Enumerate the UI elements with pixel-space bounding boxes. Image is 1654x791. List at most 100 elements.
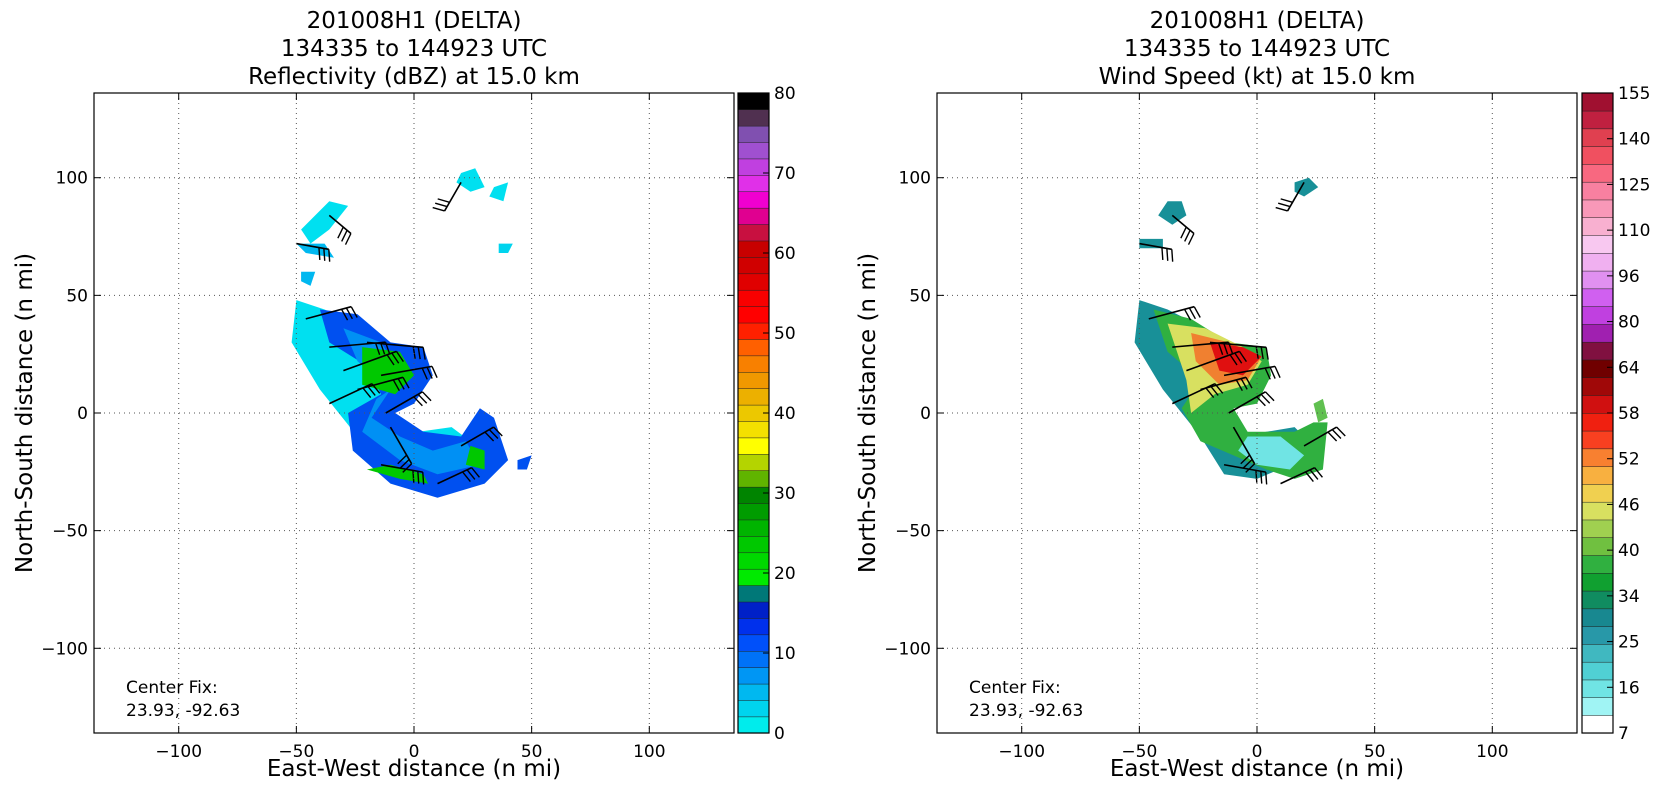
y-tick-label: 50 — [66, 286, 88, 306]
colorbar-tick-label: 25 — [1618, 633, 1640, 653]
colorbar-tick-label: 125 — [1618, 175, 1650, 195]
data-region — [498, 243, 513, 253]
colorbar-segment — [737, 519, 770, 537]
colorbar-segment — [1581, 590, 1614, 610]
y-tick-label: 50 — [909, 286, 931, 306]
y-tick-label: 100 — [899, 169, 931, 189]
y-tick-label: −50 — [895, 522, 931, 542]
data-region — [366, 464, 429, 484]
x-tick-label: −50 — [278, 742, 314, 762]
colorbar-segment — [1581, 270, 1614, 290]
colorbar-segment — [737, 568, 770, 586]
wind-barb — [389, 426, 413, 473]
colorbar-segment — [1581, 679, 1614, 698]
colorbar-tick-label: 50 — [774, 324, 796, 344]
colorbar-segment — [737, 453, 770, 471]
colorbar-segment — [737, 224, 770, 242]
wind-barb — [1171, 214, 1195, 245]
colorbar-tick-label: 80 — [1618, 313, 1640, 333]
colorbar-segment — [737, 109, 770, 127]
colorbar-segment — [737, 535, 770, 554]
wind-barb — [1228, 391, 1275, 414]
colorbar-segment — [737, 699, 770, 718]
wind-barb — [1232, 426, 1256, 473]
colorbar-tick-label: 140 — [1618, 130, 1650, 150]
colorbar-segment — [1581, 199, 1614, 218]
colorbar-segment — [737, 486, 770, 504]
colorbar-segment — [737, 306, 770, 324]
wind-barb — [1186, 350, 1247, 372]
data-region — [1294, 177, 1319, 197]
colorbar-segment — [1581, 110, 1614, 130]
colorbar-segment — [737, 503, 770, 521]
colorbar-segment — [737, 585, 770, 603]
colorbar-segment — [737, 338, 770, 357]
data-region — [301, 201, 349, 244]
colorbar-segment — [1581, 146, 1614, 165]
colorbar-tick-label: 58 — [1618, 404, 1640, 424]
y-tick-label: 0 — [920, 404, 931, 424]
colorbar-tick-label: 60 — [774, 244, 796, 264]
chart-panel-2: 201008H1 (DELTA)134335 to 144923 UTCWind… — [855, 8, 1650, 782]
y-tick-label: 0 — [77, 404, 88, 424]
colorbar-segment — [1581, 163, 1614, 183]
colorbar-segment — [737, 355, 770, 373]
wind-barb — [1275, 182, 1305, 212]
colorbar-tick-label: 20 — [774, 564, 796, 584]
colorbar-segment — [1581, 252, 1614, 272]
wind-barb — [296, 242, 331, 262]
x-axis-label: East-West distance (n mi) — [1110, 756, 1404, 782]
colorbar-tick-label: 16 — [1618, 678, 1640, 698]
center-fix-annotation: Center Fix: — [126, 678, 218, 698]
colorbar-segment — [737, 601, 770, 619]
colorbar-segment — [737, 92, 770, 110]
plot-frame — [93, 92, 735, 734]
colorbar-tick-label: 155 — [1618, 84, 1650, 104]
wind-barb — [1280, 466, 1323, 485]
colorbar-segment — [737, 617, 770, 636]
colorbar-segment — [1581, 412, 1614, 432]
wind-barb — [1171, 382, 1224, 405]
colorbar-segment — [737, 371, 770, 389]
colorbar-segment — [1581, 341, 1614, 361]
colorbar-tick-label: 46 — [1618, 495, 1640, 515]
colorbar-segment — [1581, 554, 1614, 574]
colorbar-segment — [1581, 288, 1614, 307]
colorbar-segment — [1581, 128, 1614, 147]
colorbar-tick-label: 110 — [1618, 221, 1650, 241]
colorbar-segment — [737, 322, 770, 340]
wind-barb — [432, 182, 462, 212]
x-tick-label: 50 — [1364, 742, 1386, 762]
data-region — [1313, 398, 1328, 423]
y-tick-label: −50 — [52, 522, 88, 542]
y-axis-label: North-South distance (n mi) — [855, 253, 881, 573]
colorbar-tick-label: 7 — [1618, 724, 1629, 744]
colorbar-tick-label: 40 — [1618, 541, 1640, 561]
colorbar: 7 16 25 34 40 46 52 58 64 80 96 110 125 140 155 — [1581, 84, 1650, 744]
colorbar-segment — [737, 273, 770, 291]
colorbar-segment — [1581, 714, 1614, 734]
colorbar-segment — [1581, 92, 1614, 112]
colorbar-segment — [1581, 519, 1614, 538]
colorbar-tick-label: 0 — [774, 724, 785, 744]
x-axis-label: East-West distance (n mi) — [267, 756, 561, 782]
data-region — [1158, 201, 1187, 225]
x-tick-label: 100 — [1476, 742, 1508, 762]
chart-title-line: Reflectivity (dBZ) at 15.0 km — [248, 64, 580, 90]
x-tick-label: −100 — [155, 742, 202, 762]
data-region — [1238, 436, 1305, 470]
x-tick-label: −100 — [998, 742, 1045, 762]
colorbar-segment — [737, 683, 770, 701]
chart-panel-1: 201008H1 (DELTA)134335 to 144923 UTCRefl… — [12, 8, 796, 782]
colorbar-segment — [737, 256, 770, 275]
y-tick-label: −100 — [41, 639, 88, 659]
colorbar-segment — [1581, 448, 1614, 467]
colorbar-segment — [737, 191, 770, 209]
chart-title-line: Wind Speed (kt) at 15.0 km — [1099, 64, 1416, 90]
colorbar-segment — [737, 667, 770, 685]
colorbar-tick-label: 96 — [1618, 267, 1640, 287]
wind-barb — [380, 365, 438, 380]
colorbar-segment — [737, 289, 770, 307]
colorbar-segment — [1581, 572, 1614, 592]
